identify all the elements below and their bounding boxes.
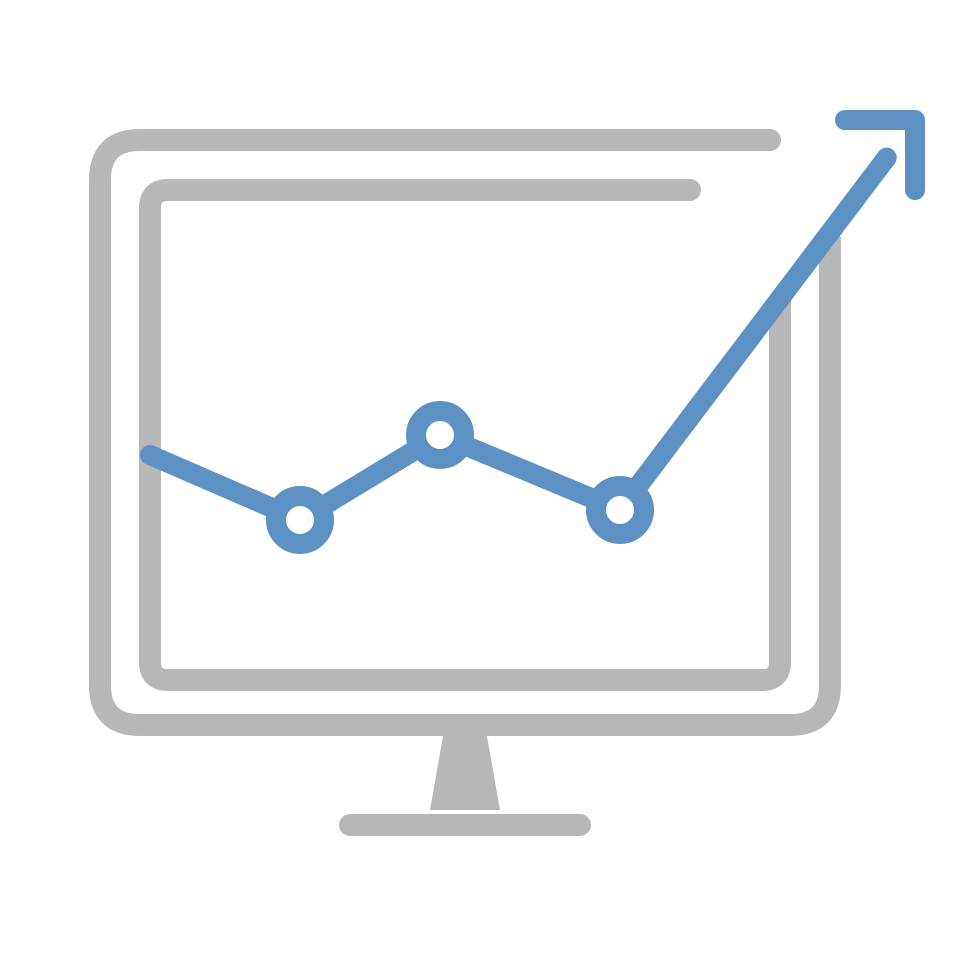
chart-point-2	[596, 486, 644, 534]
monitor-growth-chart-icon	[0, 0, 980, 980]
chart-point-0	[276, 496, 324, 544]
chart-point-1	[416, 411, 464, 459]
